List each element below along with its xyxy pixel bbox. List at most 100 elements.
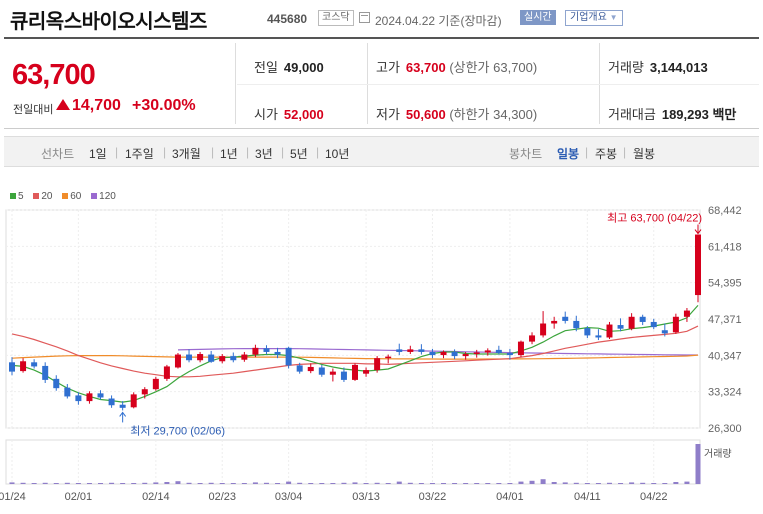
period-3y[interactable]: 3년 <box>255 147 273 161</box>
open-label: 시가 <box>254 107 278 122</box>
volume-bar <box>153 482 159 484</box>
candle-body <box>495 349 502 353</box>
candle-body <box>628 316 635 329</box>
candle-monthly[interactable]: 월봉 <box>633 147 656 161</box>
volume-bar <box>120 483 126 484</box>
candle-body <box>75 395 82 402</box>
volume-bar <box>407 482 413 484</box>
volume-bar <box>286 481 292 484</box>
divider <box>235 43 236 124</box>
volume-bar <box>86 483 92 484</box>
x-tick-label: 03/04 <box>275 491 303 503</box>
volume-bar <box>308 483 314 484</box>
candle-body <box>340 371 347 380</box>
volume-bar <box>164 482 170 484</box>
candle-body <box>252 347 259 355</box>
volume-bar <box>629 482 635 484</box>
y-tick-label: 47,371 <box>708 314 742 326</box>
candle-body <box>540 323 547 336</box>
candle-body <box>639 316 646 322</box>
candle-body <box>517 341 524 356</box>
low-label: 저가 <box>376 107 400 122</box>
separator: | <box>211 145 215 159</box>
volume-value: 3,144,013 <box>649 60 708 75</box>
open-price: 시가 52,000 <box>254 104 324 123</box>
candle-body <box>672 316 679 333</box>
candle-body <box>174 354 181 368</box>
volume-bar <box>562 482 568 484</box>
candle-body <box>53 378 60 389</box>
candle-body <box>42 365 49 380</box>
volume-bar <box>263 482 269 484</box>
candle-body <box>152 378 159 390</box>
divider <box>237 84 759 85</box>
candle-body <box>20 361 27 372</box>
period-1y[interactable]: 1년 <box>220 147 238 161</box>
separator: | <box>246 145 250 159</box>
moving-averages <box>11 304 699 403</box>
corp-info-dropdown[interactable]: 기업개요 ▼ <box>565 10 623 26</box>
price-summary: 63,700 전일대비 14,700 +30.00% 전일 49,000 고가 63… <box>4 37 759 129</box>
candle-body <box>241 354 248 360</box>
volume-bar <box>75 483 81 484</box>
volume-bar <box>452 483 458 484</box>
candle-body <box>650 321 657 328</box>
realtime-button[interactable]: 실시간 <box>520 10 556 25</box>
divider <box>599 43 600 124</box>
low-price: 저가 50,600 (하한가 34,300) <box>376 104 537 123</box>
separator: | <box>316 145 320 159</box>
period-1w[interactable]: 1주일 <box>125 147 154 161</box>
y-tick-label: 54,395 <box>708 278 742 290</box>
period-10y[interactable]: 10년 <box>325 147 350 161</box>
low-value: 50,600 <box>405 107 446 122</box>
candle-body <box>562 316 569 321</box>
candle-body <box>429 351 436 356</box>
candle-chart-label: 봉차트 <box>509 147 543 161</box>
legend-ma60: 60 <box>62 191 81 202</box>
separator: | <box>623 145 627 159</box>
base-date: 2024.04.22 기준(장마감) <box>375 14 502 28</box>
candle-body <box>606 324 613 338</box>
volume-bar <box>230 483 236 484</box>
volume-bar <box>551 482 557 484</box>
min-annotation: 최저 29,700 (02/06) <box>130 424 225 437</box>
candles <box>9 234 701 411</box>
volume-bar <box>374 482 380 484</box>
volume-bar <box>98 483 104 484</box>
period-1d[interactable]: 1일 <box>89 147 107 161</box>
separator: | <box>163 145 167 159</box>
volume-bar <box>695 444 701 484</box>
separator: | <box>585 145 589 159</box>
x-tick-label: 01/24 <box>0 491 26 503</box>
volume-bar <box>297 482 303 484</box>
chart-legend: 5 20 60 120 <box>10 191 123 202</box>
candle-body <box>440 351 447 356</box>
candle-body <box>551 320 558 324</box>
volume-bar <box>441 483 447 484</box>
lower-limit: (하한가 34,300) <box>449 107 538 122</box>
up-arrow-icon <box>56 99 70 110</box>
amount-value: 189,293 백만 <box>661 107 737 122</box>
max-arrow-head <box>694 229 702 235</box>
volume-bar <box>186 482 192 484</box>
volume-label: 거래량 <box>608 60 644 75</box>
x-tick-label: 04/01 <box>496 491 524 503</box>
candle-body <box>119 404 126 408</box>
candle-daily[interactable]: 일봉 <box>557 147 580 161</box>
candle-body <box>584 328 591 336</box>
volume-bar <box>606 482 612 484</box>
period-5y[interactable]: 5년 <box>290 147 308 161</box>
volume-bar <box>131 483 137 484</box>
candle-body <box>318 367 325 375</box>
line-chart-label: 선차트 <box>41 147 75 161</box>
volume: 거래량 3,144,013 <box>608 57 708 76</box>
candle-body <box>573 320 580 329</box>
volume-bar <box>219 483 225 484</box>
volume-bar <box>142 482 148 484</box>
volume-bar <box>319 483 325 484</box>
x-tick-label: 04/11 <box>574 491 601 503</box>
open-value: 52,000 <box>283 107 324 122</box>
candle-weekly[interactable]: 주봉 <box>595 147 618 161</box>
period-3m[interactable]: 3개월 <box>172 147 201 161</box>
